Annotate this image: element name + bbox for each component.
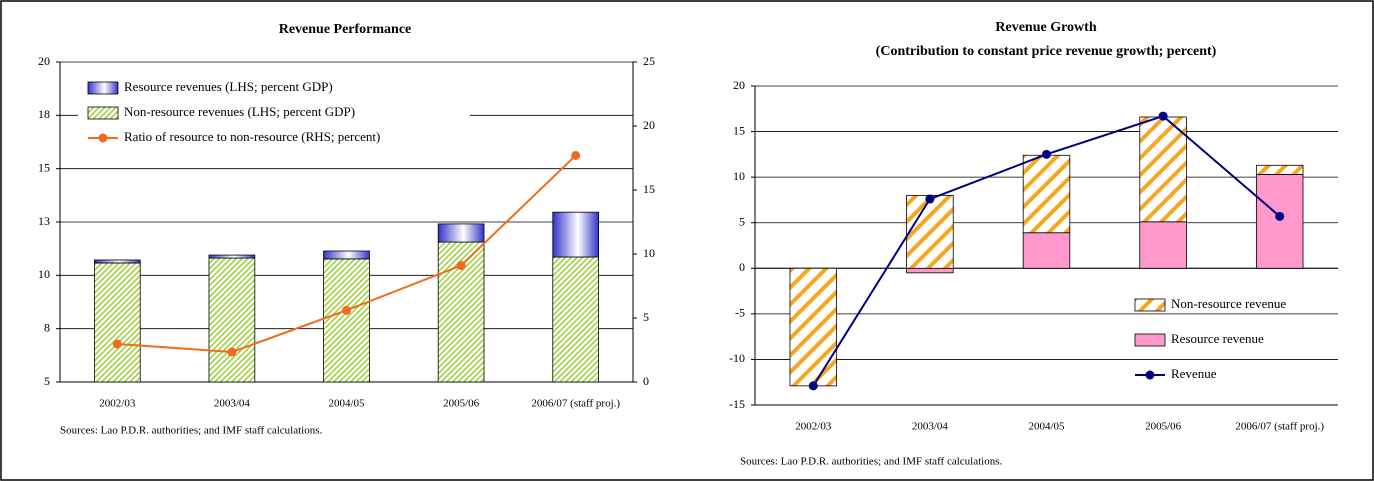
legend-swatch — [1134, 333, 1166, 347]
x-tick-label: 2003/04 — [214, 398, 251, 410]
chart-title: Revenue Growth — [995, 20, 1096, 35]
bar — [906, 194, 954, 269]
legend-text: Non-resource revenues (LHS; percent GDP) — [124, 104, 355, 119]
y-tick-label: 15 — [38, 160, 50, 174]
legend-swatch — [87, 106, 119, 120]
legend-text: Resource revenue — [1171, 331, 1264, 346]
y-tick-label: 18 — [38, 107, 50, 121]
bar — [437, 223, 485, 243]
x-tick-label: 2004/05 — [328, 398, 365, 410]
x-tick-label: 2002/03 — [99, 398, 136, 410]
x-tick-label: 2004/05 — [1028, 421, 1065, 433]
x-tick-label: 2002/03 — [795, 421, 832, 433]
point — [112, 339, 122, 349]
legend-text: Non-resource revenue — [1171, 296, 1286, 311]
legend-text: Revenue — [1171, 366, 1217, 381]
bar — [208, 254, 256, 259]
legend-swatch — [1145, 370, 1155, 380]
bar — [323, 250, 370, 260]
bar — [208, 257, 256, 383]
y2-tick-label: 10 — [643, 246, 655, 260]
y-tick-label: 8 — [44, 320, 50, 334]
bar — [93, 262, 141, 383]
y-tick-label: 10 — [38, 267, 50, 281]
legend-swatch — [87, 81, 119, 95]
y-tick-label: -5 — [735, 306, 745, 320]
point — [571, 150, 581, 160]
bar — [552, 256, 600, 383]
y2-tick-label: 5 — [643, 310, 649, 324]
y-tick-label: 20 — [733, 78, 745, 92]
x-tick-label: 2005/06 — [443, 398, 480, 410]
point — [342, 305, 351, 315]
bar — [93, 259, 141, 264]
bar — [1139, 116, 1187, 223]
legend-swatch — [1134, 298, 1166, 312]
chart-subtitle: (Contribution to constant price revenue … — [876, 44, 1217, 59]
point — [1042, 149, 1051, 159]
chart: Revenue Growth (Contribution to constant … — [729, 20, 1338, 468]
bar — [1139, 221, 1187, 269]
bar — [789, 267, 838, 387]
y2-tick-label: 0 — [643, 374, 649, 388]
point — [925, 194, 935, 204]
bar — [906, 267, 954, 274]
y-tick-label: 5 — [44, 374, 50, 388]
source-note: Sources: Lao P.D.R. authorities; and IMF… — [60, 425, 322, 437]
x-tick-label: 2006/07 (staff proj.) — [531, 398, 620, 410]
bar — [1255, 174, 1304, 269]
y-tick-label: -15 — [729, 397, 745, 411]
chart-title: Revenue Performance — [279, 22, 412, 37]
point — [227, 347, 237, 357]
y-tick-label: 0 — [739, 260, 745, 274]
bar — [323, 258, 370, 383]
point — [808, 381, 818, 391]
bar — [1255, 164, 1304, 175]
point — [1275, 211, 1285, 221]
y-tick-label: 5 — [739, 214, 745, 228]
y2-tick-label: 15 — [643, 182, 655, 196]
point — [1158, 111, 1168, 121]
chart: Revenue Performance 5 8 10 13 15 18 20 0 5 10 15 20 2… — [38, 22, 655, 436]
x-tick-label: 2003/04 — [912, 421, 949, 433]
y-tick-label: 15 — [733, 123, 745, 137]
legend-text: Ratio of resource to non-resource (RHS; … — [124, 129, 380, 144]
legend-swatch — [98, 133, 108, 143]
source-note: Sources: Lao P.D.R. authorities; and IMF… — [740, 456, 1002, 468]
bar — [552, 211, 600, 258]
y-tick-label: -10 — [729, 351, 745, 365]
y2-tick-label: 25 — [643, 54, 655, 68]
legend-box — [78, 74, 470, 154]
y-tick-label: 20 — [38, 54, 50, 68]
y-tick-label: 10 — [733, 169, 745, 183]
y2-tick-label: 20 — [643, 118, 655, 132]
x-tick-label: 2005/06 — [1145, 421, 1182, 433]
point — [456, 261, 466, 271]
y-tick-label: 13 — [38, 214, 50, 228]
bar — [1022, 232, 1071, 269]
x-tick-label: 2006/07 (staff proj.) — [1235, 421, 1324, 433]
legend-text: Resource revenues (LHS; percent GDP) — [124, 79, 333, 94]
bar — [1022, 154, 1071, 234]
